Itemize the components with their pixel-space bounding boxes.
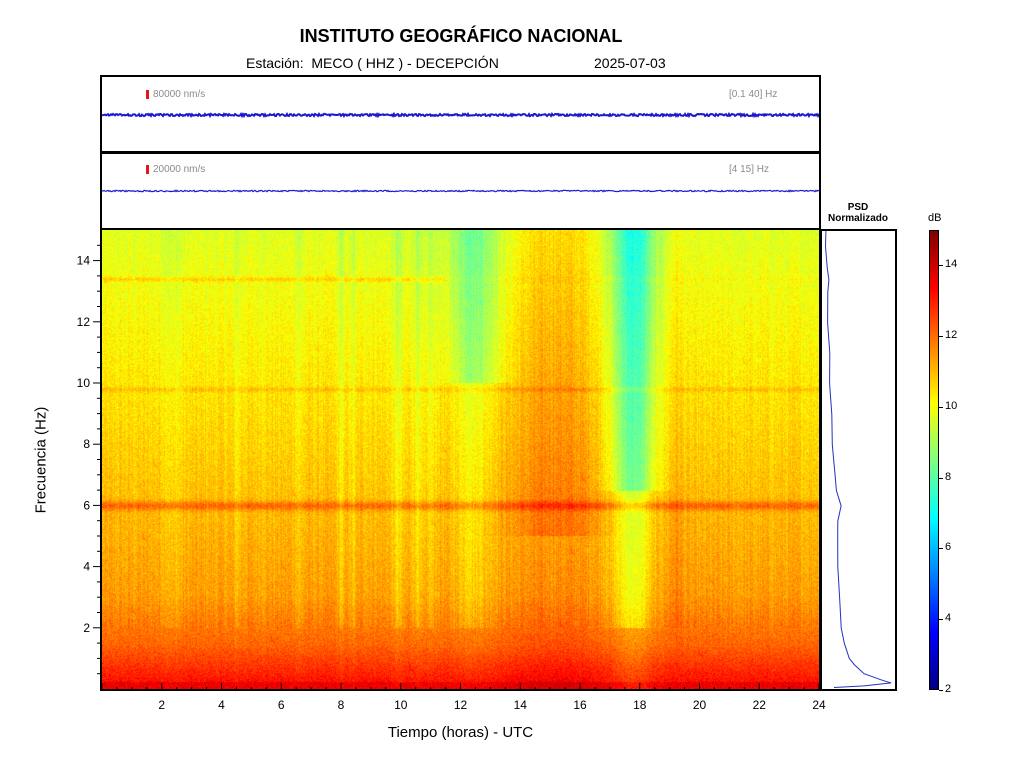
filter-band-label: [4 15] Hz bbox=[729, 164, 770, 175]
x-tick-label: 16 bbox=[573, 698, 587, 712]
colorbar bbox=[929, 230, 939, 690]
filter-band-label: [0.1 40] Hz bbox=[729, 89, 778, 100]
spectrogram-image bbox=[102, 230, 819, 689]
colorbar-tick-label: 14 bbox=[945, 258, 958, 271]
x-tick-label: 18 bbox=[633, 698, 647, 712]
psd-title: PSD Normalizado bbox=[827, 202, 888, 224]
colorbar-tick-label: 6 bbox=[945, 541, 952, 554]
colorbar-tick bbox=[939, 690, 943, 691]
y-tick-label: 10 bbox=[77, 376, 91, 390]
scale-bar-icon bbox=[146, 90, 149, 99]
colorbar-tick bbox=[939, 548, 943, 550]
seismogram-trace-filtered bbox=[102, 189, 819, 193]
y-axis-label: Frecuencia (Hz) bbox=[32, 406, 50, 514]
colorbar-tick bbox=[939, 619, 943, 621]
x-tick-label: 6 bbox=[278, 698, 285, 712]
amplitude-scale-label: 80000 nm/s bbox=[153, 89, 206, 100]
x-tick-label: 8 bbox=[338, 698, 345, 712]
seismogram-panel-filtered: 20000 nm/s [4 15] Hz bbox=[100, 152, 821, 230]
x-tick-label: 10 bbox=[394, 698, 408, 712]
y-tick-label: 4 bbox=[83, 560, 90, 574]
station-label: Estación: MECO ( HHZ ) - DECEPCIÓN bbox=[246, 55, 499, 71]
seismogram-trace-broadband bbox=[102, 111, 819, 119]
y-tick-label: 12 bbox=[77, 315, 91, 329]
y-tick-label: 8 bbox=[83, 437, 90, 451]
y-tick-label: 2 bbox=[83, 621, 90, 635]
y-tick-label: 6 bbox=[83, 498, 90, 512]
x-tick-label: 22 bbox=[753, 698, 767, 712]
colorbar-tick bbox=[939, 406, 943, 408]
seismogram-panel-broadband: 80000 nm/s [0.1 40] Hz bbox=[100, 75, 821, 153]
scale-bar-icon bbox=[146, 165, 149, 174]
chart-title: INSTITUTO GEOGRÁFICO NACIONAL bbox=[299, 26, 623, 46]
colorbar-tick-label: 4 bbox=[945, 612, 952, 625]
x-axis-label: Tiempo (horas) - UTC bbox=[387, 724, 534, 741]
x-tick-label: 14 bbox=[514, 698, 528, 712]
amplitude-scale-label: 20000 nm/s bbox=[153, 164, 206, 175]
psd-curve bbox=[824, 230, 892, 688]
colorbar-tick-label: 10 bbox=[945, 399, 958, 412]
date-label: 2025-07-03 bbox=[594, 55, 666, 71]
x-tick-label: 12 bbox=[454, 698, 468, 712]
x-tick-label: 4 bbox=[218, 698, 225, 712]
colorbar-tick-label: 8 bbox=[945, 470, 952, 483]
colorbar-tick-label: 12 bbox=[945, 329, 958, 342]
colorbar-unit: dB bbox=[928, 212, 942, 224]
spectrogram-plot bbox=[100, 228, 821, 691]
psd-panel bbox=[820, 229, 897, 691]
colorbar-tick bbox=[939, 477, 943, 479]
x-tick-label: 20 bbox=[693, 698, 707, 712]
y-tick-label: 14 bbox=[77, 254, 91, 268]
colorbar-tick bbox=[939, 265, 943, 267]
colorbar-tick bbox=[939, 336, 943, 338]
x-tick-label: 2 bbox=[158, 698, 165, 712]
colorbar-tick-label: 2 bbox=[945, 683, 952, 695]
x-tick-label: 24 bbox=[812, 698, 826, 712]
